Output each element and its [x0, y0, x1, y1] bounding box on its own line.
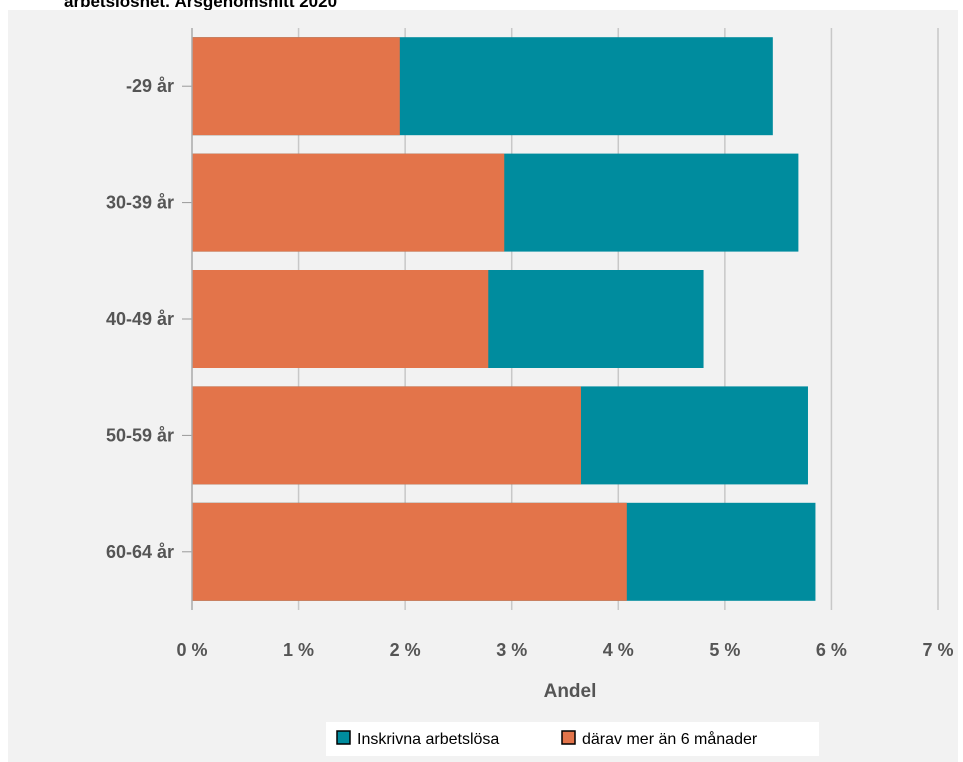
x-tick-label: 6 % [816, 640, 847, 660]
bar-long-term [192, 153, 505, 252]
chart-title: arbetslöshet. Årsgenomsnitt 2020 [64, 0, 338, 11]
bar-long-term [192, 37, 400, 136]
bar-long-term [192, 270, 489, 368]
legend-label[interactable]: Inskrivna arbetslösa [357, 731, 499, 748]
y-tick-label: 40-49 år [106, 309, 174, 329]
x-tick-label: 1 % [283, 640, 314, 660]
x-tick-label: 7 % [922, 640, 953, 660]
x-tick-label: 0 % [176, 640, 207, 660]
x-tick-label: 4 % [603, 640, 634, 660]
y-tick-label: 60-64 år [106, 542, 174, 562]
x-tick-label: 3 % [496, 640, 527, 660]
bar-long-term [192, 386, 581, 485]
legend-label[interactable]: därav mer än 6 månader [582, 730, 758, 748]
bar-long-term [192, 502, 627, 601]
legend-swatch[interactable] [336, 730, 351, 745]
y-tick-label: 30-39 år [106, 193, 174, 213]
x-axis-title: Andel [544, 681, 597, 702]
x-tick-label: 5 % [709, 640, 740, 660]
chart-area [8, 10, 958, 762]
x-tick-label: 2 % [390, 640, 421, 660]
legend-swatch[interactable] [561, 730, 576, 745]
y-tick-label: -29 år [126, 76, 174, 96]
y-tick-label: 50-59 år [106, 425, 174, 445]
